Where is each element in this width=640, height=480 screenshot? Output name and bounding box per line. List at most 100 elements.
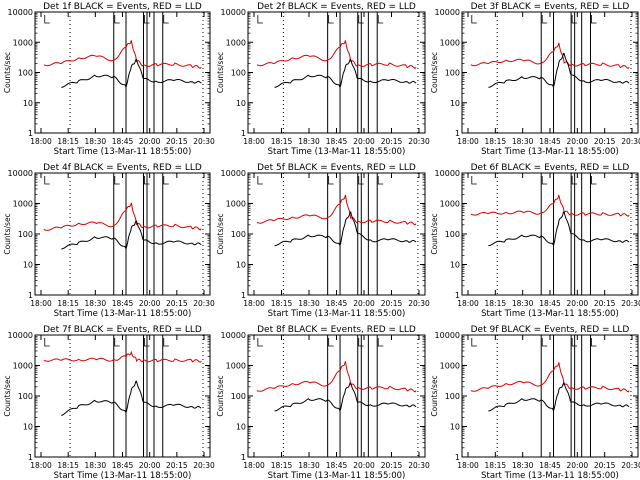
series-line-lld	[43, 350, 202, 363]
x-tick-label: 20:00	[567, 137, 589, 146]
x-axis-label: Start Time (13-Mar-11 18:55:00)	[268, 309, 406, 319]
y-tick-label: 1000	[226, 200, 246, 209]
detector-panel: Det 7f BLACK = Events, RED = LLD 1 10 100 10…	[3, 325, 215, 480]
interval-bracket	[144, 338, 150, 347]
x-tick-label: 20:00	[353, 461, 375, 470]
interval-bracket	[591, 338, 597, 347]
x-tick-label: 20:30	[408, 461, 430, 470]
x-axis-label: Start Time (13-Mar-11 18:55:00)	[481, 309, 619, 319]
plot-frame	[34, 11, 211, 134]
interval-bracket	[377, 338, 384, 347]
interval-bracket	[471, 176, 477, 185]
interval-bracket	[591, 15, 597, 24]
x-tick-label: 18:30	[512, 137, 534, 146]
series-line-events	[274, 211, 417, 247]
interval-bracket	[541, 176, 548, 185]
plot-frame	[461, 11, 639, 134]
x-tick-label: 20:30	[193, 299, 215, 308]
y-tick-label: 10	[236, 261, 246, 270]
panel-title: Det 8f BLACK = Events, RED = LLD	[257, 325, 416, 335]
x-tick-label: 18:45	[112, 299, 134, 308]
x-axis-label: Start Time (13-Mar-11 18:55:00)	[54, 147, 192, 157]
plot-frame	[247, 11, 426, 134]
x-tick-label: 20:30	[193, 461, 215, 470]
y-tick-label: 1000	[13, 200, 33, 209]
interval-bracket	[328, 338, 334, 347]
y-axis-label: Counts/sec	[3, 52, 12, 93]
panel-title: Det 5f BLACK = Events, RED = LLD	[257, 163, 416, 173]
panel-title: Det 9f BLACK = Events, RED = LLD	[471, 325, 630, 335]
interval-bracket	[257, 15, 263, 24]
x-tick-label: 18:00	[457, 299, 479, 308]
x-tick-label: 18:15	[57, 137, 79, 146]
series-line-lld	[470, 42, 630, 69]
y-tick-label: 10	[450, 423, 460, 432]
y-tick-label: 10000	[221, 331, 246, 340]
x-tick-label: 20:15	[166, 137, 188, 146]
x-tick-label: 18:15	[271, 299, 293, 308]
x-tick-label: 18:00	[457, 461, 479, 470]
x-tick-label: 20:15	[166, 461, 188, 470]
interval-bracket	[328, 15, 334, 24]
y-tick-label: 10000	[435, 8, 460, 17]
y-tick-label: 10	[450, 261, 460, 270]
y-tick-label: 10000	[221, 8, 246, 17]
y-tick-label: 100	[18, 69, 33, 78]
panel-title: Det 4f BLACK = Events, RED = LLD	[43, 163, 202, 173]
x-tick-label: 20:15	[594, 461, 616, 470]
x-tick-label: 18:15	[57, 461, 79, 470]
interval-bracket	[44, 15, 50, 24]
x-tick-label: 20:00	[353, 299, 375, 308]
x-tick-label: 20:30	[408, 299, 430, 308]
y-tick-label: 10	[23, 423, 33, 432]
y-tick-label: 100	[445, 69, 460, 78]
interval-bracket	[114, 176, 120, 185]
series-line-lld	[256, 40, 417, 69]
x-tick-label: 20:30	[193, 137, 215, 146]
y-tick-label: 10	[23, 99, 33, 108]
panel-title: Det 2f BLACK = Events, RED = LLD	[257, 2, 416, 12]
detector-panel: Det 9f BLACK = Events, RED = LLD 1 10 100 10…	[430, 325, 640, 480]
x-tick-label: 20:00	[567, 461, 589, 470]
x-tick-label: 18:45	[112, 137, 134, 146]
x-tick-label: 18:00	[243, 299, 265, 308]
plot-frame	[461, 334, 639, 458]
y-tick-label: 1	[241, 291, 246, 300]
x-tick-label: 18:00	[243, 461, 265, 470]
interval-bracket	[358, 338, 364, 347]
plot-frame	[461, 172, 639, 296]
series-line-lld	[43, 202, 202, 231]
y-tick-label: 10	[450, 99, 460, 108]
series-line-lld	[470, 362, 630, 393]
y-tick-label: 100	[445, 230, 460, 239]
interval-bracket	[257, 176, 263, 185]
x-tick-label: 18:00	[30, 461, 52, 470]
y-tick-label: 10000	[8, 8, 33, 17]
x-tick-label: 18:30	[85, 137, 107, 146]
series-line-events	[61, 58, 202, 89]
panel-title: Det 1f BLACK = Events, RED = LLD	[43, 2, 202, 12]
y-tick-label: 1000	[440, 362, 460, 371]
interval-bracket	[144, 15, 150, 24]
interval-bracket	[257, 338, 263, 347]
detector-panel: Det 6f BLACK = Events, RED = LLD 1 10 100 10…	[430, 163, 640, 319]
detector-panel: Det 8f BLACK = Events, RED = LLD 1 10 100 10…	[216, 325, 430, 480]
interval-bracket	[471, 15, 477, 24]
series-line-events	[274, 382, 417, 412]
series-line-events	[488, 211, 630, 247]
x-axis-label: Start Time (13-Mar-11 18:55:00)	[268, 147, 406, 157]
series-line-events	[488, 382, 630, 413]
x-tick-label: 18:15	[57, 299, 79, 308]
x-tick-label: 18:15	[485, 137, 507, 146]
series-line-events	[274, 58, 417, 89]
x-tick-label: 18:30	[512, 299, 534, 308]
plot-frame	[247, 172, 426, 296]
y-axis-label: Counts/sec	[216, 213, 225, 254]
x-tick-label: 18:15	[271, 137, 293, 146]
x-tick-label: 18:00	[30, 299, 52, 308]
y-tick-label: 10000	[435, 169, 460, 178]
x-tick-label: 18:15	[485, 299, 507, 308]
x-tick-label: 20:15	[594, 299, 616, 308]
y-tick-label: 10000	[8, 331, 33, 340]
x-tick-label: 18:00	[457, 137, 479, 146]
